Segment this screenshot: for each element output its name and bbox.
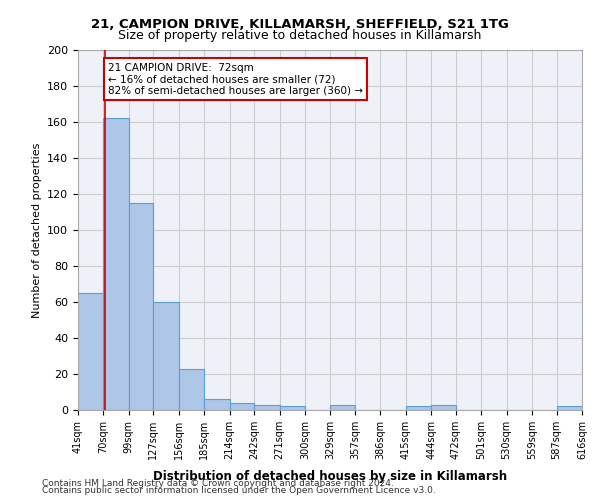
- Bar: [204, 399, 230, 410]
- Bar: [331, 404, 355, 410]
- Bar: [103, 118, 129, 410]
- Bar: [78, 293, 103, 410]
- Bar: [280, 406, 305, 410]
- Bar: [406, 406, 431, 410]
- Y-axis label: Number of detached properties: Number of detached properties: [32, 142, 41, 318]
- Bar: [179, 368, 204, 410]
- Bar: [129, 203, 154, 410]
- Bar: [154, 302, 179, 410]
- Text: Size of property relative to detached houses in Killamarsh: Size of property relative to detached ho…: [118, 29, 482, 42]
- X-axis label: Distribution of detached houses by size in Killamarsh: Distribution of detached houses by size …: [153, 470, 507, 483]
- Bar: [230, 403, 254, 410]
- Text: Contains public sector information licensed under the Open Government Licence v3: Contains public sector information licen…: [42, 486, 436, 495]
- Text: Contains HM Land Registry data © Crown copyright and database right 2024.: Contains HM Land Registry data © Crown c…: [42, 478, 394, 488]
- Text: 21 CAMPION DRIVE:  72sqm
← 16% of detached houses are smaller (72)
82% of semi-d: 21 CAMPION DRIVE: 72sqm ← 16% of detache…: [108, 62, 363, 96]
- Bar: [557, 406, 582, 410]
- Bar: [254, 404, 280, 410]
- Bar: [431, 404, 456, 410]
- Text: 21, CAMPION DRIVE, KILLAMARSH, SHEFFIELD, S21 1TG: 21, CAMPION DRIVE, KILLAMARSH, SHEFFIELD…: [91, 18, 509, 30]
